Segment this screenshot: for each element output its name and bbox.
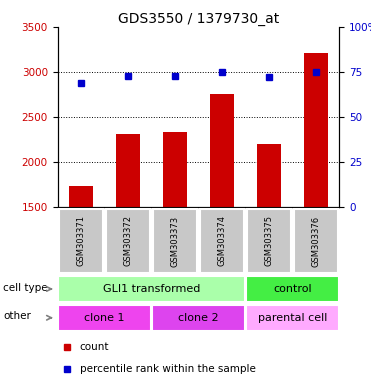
Bar <box>106 209 150 273</box>
Bar <box>116 134 140 207</box>
Bar <box>246 276 338 302</box>
Bar <box>210 94 234 207</box>
Text: clone 1: clone 1 <box>84 313 125 323</box>
Text: GSM303371: GSM303371 <box>76 215 85 266</box>
Bar <box>246 305 338 331</box>
Text: GLI1 transformed: GLI1 transformed <box>103 284 200 294</box>
Bar <box>257 144 281 207</box>
Bar <box>304 53 328 207</box>
Text: count: count <box>80 342 109 352</box>
Text: GSM303375: GSM303375 <box>265 215 273 266</box>
Text: percentile rank within the sample: percentile rank within the sample <box>80 364 256 374</box>
Text: GSM303376: GSM303376 <box>312 215 321 266</box>
Bar <box>247 209 291 273</box>
Bar <box>200 209 244 273</box>
Bar <box>152 305 244 331</box>
Text: clone 2: clone 2 <box>178 313 219 323</box>
Bar <box>294 209 338 273</box>
Bar <box>69 186 93 207</box>
Text: other: other <box>3 311 31 321</box>
Bar <box>59 209 103 273</box>
Text: GSM303372: GSM303372 <box>124 215 132 266</box>
Bar <box>163 132 187 207</box>
Text: control: control <box>273 284 312 294</box>
Text: cell type: cell type <box>3 283 47 293</box>
Bar <box>153 209 197 273</box>
Bar <box>59 305 151 331</box>
Title: GDS3550 / 1379730_at: GDS3550 / 1379730_at <box>118 12 279 26</box>
Bar <box>59 276 244 302</box>
Text: GSM303373: GSM303373 <box>171 215 180 266</box>
Text: GSM303374: GSM303374 <box>217 215 226 266</box>
Text: parental cell: parental cell <box>258 313 327 323</box>
